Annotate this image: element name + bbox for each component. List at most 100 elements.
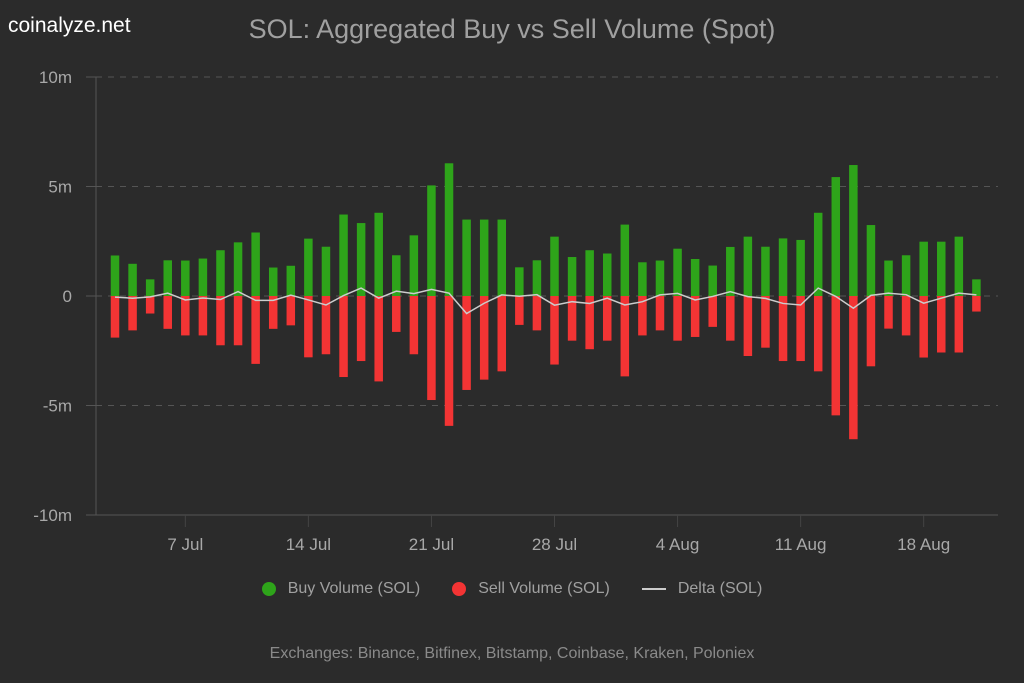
sell-volume-bar xyxy=(409,296,419,355)
x-tick-label: 14 Jul xyxy=(286,535,331,554)
legend-item-buy[interactable]: Buy Volume (SOL) xyxy=(261,580,421,598)
buy-volume-bar xyxy=(708,265,717,296)
y-tick-label: -5m xyxy=(43,397,72,416)
sell-volume-bar xyxy=(813,296,823,372)
buy-volume-bar xyxy=(251,232,260,296)
buy-volume-bar xyxy=(515,267,524,296)
sell-volume-bar xyxy=(761,296,770,348)
buy-volume-bar xyxy=(638,262,647,296)
buy-volume-bar xyxy=(901,255,911,296)
sell-volume-bar xyxy=(567,296,577,341)
sell-volume-bar xyxy=(901,296,911,336)
legend-item-delta[interactable]: Delta (SOL) xyxy=(641,580,762,598)
sell-volume-bar xyxy=(602,296,612,341)
sell-volume-bar xyxy=(849,296,858,440)
sell-volume-bar xyxy=(620,296,630,377)
sell-volume-bar xyxy=(532,296,542,331)
buy-volume-bar xyxy=(796,239,805,296)
legend-item-sell[interactable]: Sell Volume (SOL) xyxy=(452,580,610,598)
sell-volume-bar xyxy=(831,296,841,416)
buy-volume-bar xyxy=(602,253,612,296)
buy-volume-bar xyxy=(444,163,454,296)
y-tick-label: 5m xyxy=(48,178,72,197)
buy-volume-bar xyxy=(286,265,296,296)
buy-volume-bar xyxy=(831,177,841,296)
buy-volume-bar xyxy=(374,212,383,296)
y-tick-label: 0 xyxy=(63,287,72,306)
sell-volume-bar xyxy=(233,296,243,346)
legend-label-buy: Buy Volume (SOL) xyxy=(287,580,421,597)
buy-volume-bar xyxy=(743,236,753,296)
sell-volume-bar xyxy=(690,296,700,337)
delta-line-swatch-icon xyxy=(641,588,666,590)
brand-logo[interactable]: coinalyze.net xyxy=(8,14,131,37)
y-axis: 10m 5m 0 -5m -10m xyxy=(33,68,97,525)
sell-volume-bar xyxy=(515,296,524,325)
sell-volume-bar xyxy=(479,296,489,380)
buy-volume-bar xyxy=(620,224,630,296)
sell-volume-bar xyxy=(708,296,717,327)
legend: Buy Volume (SOL) Sell Volume (SOL) Delta… xyxy=(0,580,1024,598)
sell-volume-bar xyxy=(216,296,225,346)
buy-volume-bar xyxy=(145,279,155,296)
buy-volume-bar xyxy=(972,279,981,296)
buy-volume-bar xyxy=(532,260,542,296)
sell-volume-bar xyxy=(356,296,366,362)
sell-volume-bar xyxy=(497,296,507,372)
buy-volume-bar xyxy=(233,242,243,296)
sell-volume-bar xyxy=(884,296,893,329)
sell-volume-bar xyxy=(251,296,260,364)
buy-volume-bar xyxy=(356,223,366,296)
buy-volume-bar xyxy=(181,260,190,296)
sell-volume-bar xyxy=(673,296,682,341)
buy-volume-swatch-icon xyxy=(261,582,276,596)
delta-line xyxy=(114,287,977,315)
grid-lines xyxy=(96,76,998,406)
sell-volume-bar xyxy=(655,296,665,331)
buy-volume-bar xyxy=(954,236,964,296)
x-tick-label: 11 Aug xyxy=(775,535,827,554)
sell-volume-bar xyxy=(778,296,788,362)
sell-volume-bar xyxy=(726,296,735,341)
buy-volume-bar xyxy=(497,219,507,296)
buy-volume-bar xyxy=(937,241,946,296)
sell-volume-bar xyxy=(919,296,928,358)
sell-volume-bar xyxy=(743,296,753,357)
sell-volume-bar xyxy=(286,296,296,326)
delta-series xyxy=(114,287,977,315)
buy-volume-bar xyxy=(567,257,577,296)
chart-title: SOL: Aggregated Buy vs Sell Volume (Spot… xyxy=(248,14,776,44)
sell-volume-bar xyxy=(339,296,348,378)
buy-volume-bar xyxy=(690,258,700,296)
sell-volume-bar xyxy=(937,296,946,353)
buy-volume-bar xyxy=(163,260,172,296)
buy-volume-bar xyxy=(866,225,876,296)
buy-volume-bar xyxy=(655,260,665,296)
sell-volume-bar xyxy=(163,296,172,329)
buy-volume-bar xyxy=(550,236,559,296)
buy-volume-bar xyxy=(339,214,348,296)
sell-volume-bar xyxy=(321,296,331,355)
sell-volume-bar xyxy=(462,296,471,390)
buy-volume-bar xyxy=(884,260,893,296)
sell-volume-bar xyxy=(374,296,383,382)
y-tick-label: 10m xyxy=(39,68,72,87)
sell-volume-bar xyxy=(972,296,981,312)
buy-volume-bar xyxy=(216,250,225,296)
buy-volume-bar xyxy=(479,219,489,296)
sell-volume-bar xyxy=(304,296,313,358)
buy-volume-bar xyxy=(462,219,471,296)
sell-volume-bar xyxy=(550,296,559,365)
sell-volume-bar xyxy=(954,296,964,353)
sell-volume-bar xyxy=(181,296,190,336)
x-tick-label: 4 Aug xyxy=(656,535,700,554)
y-tick-label: -10m xyxy=(33,506,72,525)
sell-volume-bar xyxy=(268,296,278,329)
buy-volume-bar xyxy=(409,235,419,296)
buy-volume-bar xyxy=(761,246,770,296)
buy-volume-bar xyxy=(268,267,278,296)
sell-volume-bar xyxy=(392,296,401,332)
buy-volume-bar xyxy=(585,250,594,296)
sell-volume-bar xyxy=(128,296,137,331)
buy-volume-bar xyxy=(304,238,313,296)
